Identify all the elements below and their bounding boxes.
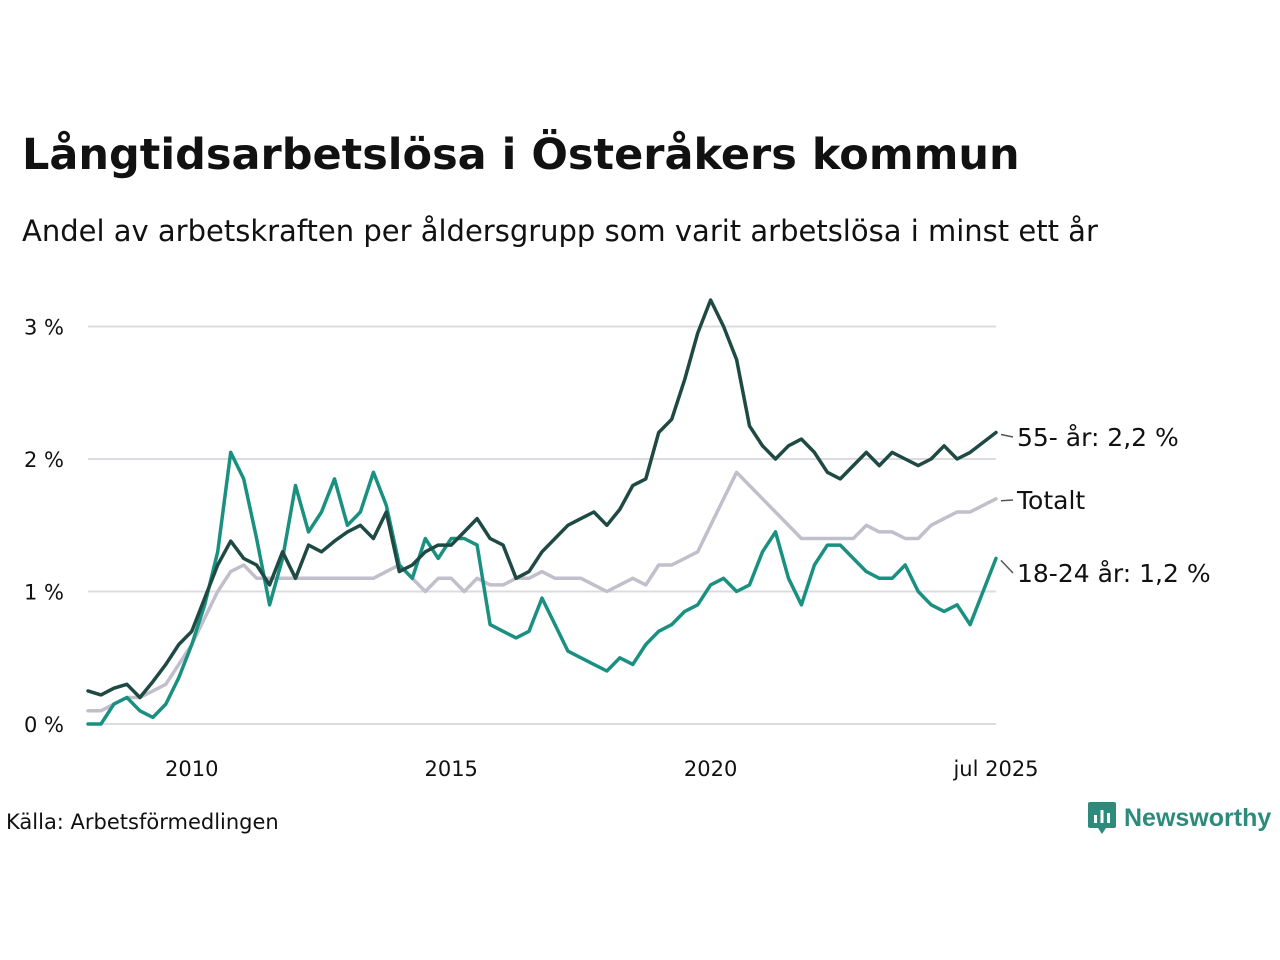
x-tick-label: 2010 [165,757,218,781]
brand-logo: Newsworthy [1088,802,1271,834]
end-label-leader [1000,433,1014,438]
series-line-totalt [86,470,998,713]
chart-subtitle: Andel av arbetskraften per åldersgrupp s… [22,214,1098,248]
x-tick-label: 2020 [684,757,737,781]
end-label: 18-24 år: 1,2 % [1017,559,1211,588]
newsworthy-logo-icon [1088,802,1116,834]
y-tick-label: 1 % [24,581,64,605]
chart-title: Långtidsarbetslösa i Österåkers kommun [22,130,1020,180]
y-tick-label: 0 % [24,713,64,737]
brand-name: Newsworthy [1124,803,1272,832]
end-label-leader [1000,499,1014,502]
x-tick-label: 2015 [424,757,477,781]
x-tick-label: jul 2025 [952,757,1038,781]
end-label: 55- år: 2,2 % [1017,423,1179,452]
series-line-18-24-r [86,450,998,726]
source-note: Källa: Arbetsförmedlingen [6,810,279,834]
series-line-55-r [86,298,998,700]
y-tick-label: 3 % [24,316,64,340]
y-tick-label: 2 % [24,448,64,472]
end-label: Totalt [1016,486,1085,515]
end-label-leader [1000,559,1014,574]
